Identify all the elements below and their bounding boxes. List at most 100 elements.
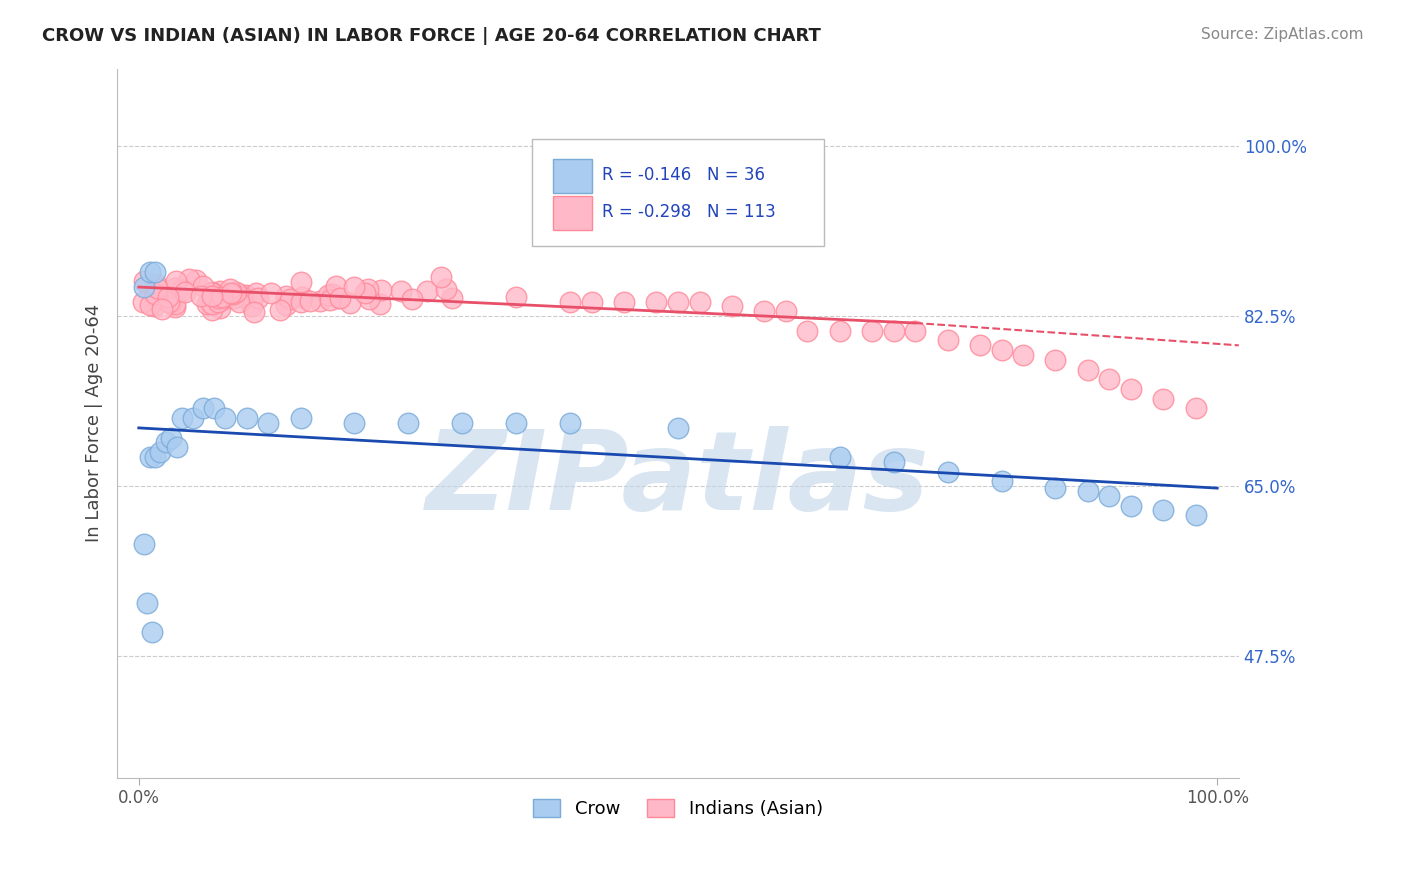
Point bbox=[326, 291, 349, 305]
Point bbox=[1184, 508, 1206, 523]
Point bbox=[259, 285, 281, 300]
Point bbox=[132, 295, 155, 310]
Point bbox=[290, 411, 312, 425]
Point bbox=[235, 288, 257, 302]
Point bbox=[235, 411, 257, 425]
Point bbox=[581, 294, 603, 309]
Point bbox=[560, 416, 582, 430]
Point bbox=[321, 287, 343, 301]
Text: R = -0.146   N = 36: R = -0.146 N = 36 bbox=[602, 166, 765, 184]
Point bbox=[146, 281, 169, 295]
Point bbox=[1152, 392, 1174, 406]
Point bbox=[775, 304, 797, 318]
Point bbox=[211, 292, 233, 306]
Point bbox=[308, 294, 330, 309]
Point bbox=[1119, 382, 1142, 396]
Point bbox=[883, 324, 905, 338]
Point bbox=[828, 324, 851, 338]
Point bbox=[343, 416, 366, 430]
Point bbox=[224, 291, 246, 305]
FancyBboxPatch shape bbox=[554, 196, 592, 230]
Point bbox=[434, 283, 457, 297]
Point bbox=[221, 286, 243, 301]
Point bbox=[613, 294, 636, 309]
Point bbox=[214, 411, 236, 425]
Point bbox=[276, 289, 298, 303]
Point bbox=[134, 280, 156, 294]
Point bbox=[136, 596, 159, 610]
Point bbox=[145, 291, 167, 305]
Point bbox=[429, 270, 451, 285]
Point bbox=[207, 294, 229, 309]
Point bbox=[721, 300, 744, 314]
Point bbox=[209, 291, 232, 305]
Point bbox=[325, 278, 347, 293]
Point bbox=[225, 285, 247, 299]
Y-axis label: In Labor Force | Age 20-64: In Labor Force | Age 20-64 bbox=[86, 304, 103, 542]
Point bbox=[990, 475, 1012, 489]
Text: Source: ZipAtlas.com: Source: ZipAtlas.com bbox=[1201, 27, 1364, 42]
Point bbox=[231, 290, 253, 304]
Point bbox=[936, 334, 959, 348]
Point bbox=[184, 273, 207, 287]
Legend: Crow, Indians (Asian): Crow, Indians (Asian) bbox=[526, 791, 830, 825]
Point bbox=[415, 284, 437, 298]
Point bbox=[143, 287, 166, 301]
Point bbox=[160, 431, 183, 445]
Point bbox=[146, 287, 169, 301]
Point bbox=[211, 290, 233, 304]
Point bbox=[1045, 352, 1067, 367]
Point bbox=[155, 435, 177, 450]
Point bbox=[201, 289, 224, 303]
Point bbox=[228, 295, 250, 310]
Point bbox=[167, 283, 190, 297]
Point bbox=[193, 401, 215, 416]
Point bbox=[1045, 481, 1067, 495]
Point bbox=[170, 411, 193, 425]
Point bbox=[181, 411, 204, 425]
Point bbox=[143, 265, 166, 279]
Point bbox=[165, 274, 187, 288]
Point bbox=[208, 284, 231, 298]
Point bbox=[143, 450, 166, 464]
FancyBboxPatch shape bbox=[533, 139, 824, 246]
Point bbox=[195, 297, 218, 311]
Point bbox=[134, 537, 156, 551]
Text: R = -0.298   N = 113: R = -0.298 N = 113 bbox=[602, 202, 776, 220]
Point bbox=[389, 285, 412, 299]
Point bbox=[883, 455, 905, 469]
Point bbox=[276, 298, 298, 312]
Point bbox=[172, 283, 194, 297]
Point bbox=[138, 450, 160, 464]
Point bbox=[222, 286, 245, 301]
Point bbox=[209, 301, 232, 316]
Point bbox=[145, 277, 167, 292]
Point bbox=[201, 296, 224, 310]
Point bbox=[173, 285, 195, 299]
Point bbox=[141, 624, 163, 639]
Point bbox=[201, 302, 224, 317]
FancyBboxPatch shape bbox=[554, 160, 592, 194]
Point bbox=[339, 295, 361, 310]
Point bbox=[211, 293, 233, 307]
Point bbox=[193, 279, 215, 293]
Point bbox=[291, 290, 314, 304]
Point bbox=[153, 290, 176, 304]
Point bbox=[401, 292, 423, 306]
Point bbox=[1098, 372, 1121, 386]
Point bbox=[202, 401, 225, 416]
Point bbox=[290, 275, 312, 289]
Point bbox=[1152, 503, 1174, 517]
Point bbox=[666, 294, 689, 309]
Point bbox=[505, 290, 527, 304]
Point bbox=[357, 282, 380, 296]
Point bbox=[1184, 401, 1206, 416]
Point bbox=[132, 275, 155, 289]
Point bbox=[645, 294, 668, 309]
Point bbox=[165, 297, 187, 311]
Point bbox=[219, 282, 242, 296]
Point bbox=[149, 445, 172, 459]
Point bbox=[754, 304, 776, 318]
Point bbox=[1012, 348, 1035, 362]
Point bbox=[689, 294, 711, 309]
